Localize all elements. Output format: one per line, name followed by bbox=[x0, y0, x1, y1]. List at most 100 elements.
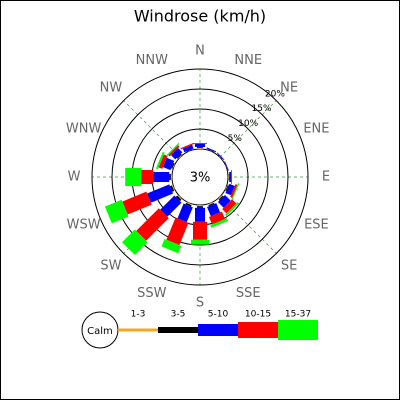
wind-bar bbox=[225, 185, 229, 192]
direction-label: SE bbox=[281, 259, 297, 274]
wind-bar bbox=[208, 202, 215, 207]
wind-bar bbox=[191, 239, 209, 245]
radial-line bbox=[219, 100, 277, 158]
direction-label: SSE bbox=[236, 286, 261, 301]
wind-bar bbox=[193, 221, 207, 240]
legend-swatch bbox=[198, 324, 238, 336]
wind-bar bbox=[229, 172, 232, 182]
ring bbox=[111, 88, 289, 266]
wind-bar bbox=[165, 142, 180, 157]
wind-bar bbox=[153, 172, 170, 182]
wind-bar bbox=[175, 195, 182, 202]
wind-bar bbox=[197, 206, 203, 208]
wind-bar bbox=[210, 218, 228, 228]
wind-bar bbox=[122, 229, 148, 255]
wind-bar bbox=[136, 208, 169, 241]
legend-swatch bbox=[278, 320, 318, 340]
direction-label: NW bbox=[100, 80, 123, 95]
ring bbox=[91, 68, 309, 286]
wind-bar bbox=[209, 202, 213, 205]
direction-label: NE bbox=[280, 80, 298, 95]
legend-swatch bbox=[118, 328, 158, 332]
chart-title: Windrose (km/h) bbox=[134, 7, 266, 26]
direction-label: N bbox=[195, 44, 205, 59]
direction-label: SW bbox=[100, 259, 121, 274]
direction-label: S bbox=[196, 296, 204, 311]
direction-label: W bbox=[68, 170, 81, 185]
wind-bar bbox=[104, 199, 129, 224]
wind-bar bbox=[177, 203, 193, 223]
wind-bar bbox=[147, 184, 174, 203]
wind-bar bbox=[198, 147, 202, 149]
legend-label: 10-15 bbox=[245, 310, 271, 320]
wind-bar bbox=[160, 195, 182, 217]
wind-bar bbox=[171, 162, 175, 169]
wind-bar bbox=[176, 153, 182, 159]
wind-bar bbox=[169, 174, 171, 180]
wind-bar bbox=[198, 205, 202, 207]
wind-bar bbox=[217, 154, 223, 160]
wind-bar bbox=[122, 191, 152, 215]
wind-bar bbox=[141, 170, 154, 184]
ring-label: 15% bbox=[252, 104, 272, 114]
wind-bar bbox=[125, 168, 142, 186]
wind-bar bbox=[178, 195, 182, 199]
wind-bar bbox=[224, 161, 229, 171]
wind-bar bbox=[193, 143, 207, 144]
wind-bar bbox=[225, 202, 240, 217]
wind-bar bbox=[172, 164, 175, 168]
wind-bar bbox=[195, 207, 205, 222]
wind-bar bbox=[195, 143, 205, 147]
wind-bar bbox=[225, 183, 235, 196]
wind-bar bbox=[185, 202, 192, 207]
legend-calm-label: Calm bbox=[87, 326, 113, 337]
direction-label: WSW bbox=[67, 218, 101, 233]
direction-label: E bbox=[322, 170, 330, 185]
wind-bar bbox=[178, 155, 182, 159]
legend-label: 5-10 bbox=[208, 310, 229, 320]
wind-bar bbox=[187, 150, 191, 152]
ring-label: 10% bbox=[238, 119, 258, 129]
wind-bar bbox=[225, 164, 227, 168]
wind-bar bbox=[206, 147, 217, 153]
direction-label: ENE bbox=[303, 121, 329, 136]
wind-bar bbox=[231, 170, 232, 184]
wind-bar bbox=[218, 195, 224, 201]
wind-bar bbox=[171, 148, 183, 160]
wind-bar bbox=[225, 186, 228, 190]
wind-bar bbox=[218, 155, 222, 159]
wind-bar bbox=[158, 154, 168, 169]
wind-bar bbox=[208, 149, 214, 152]
wind-bar bbox=[172, 186, 175, 190]
ring-label: 5% bbox=[228, 134, 243, 144]
wind-bar bbox=[218, 195, 222, 199]
direction-label: ESE bbox=[304, 218, 329, 233]
wind-bar bbox=[207, 203, 221, 217]
legend-label: 15-37 bbox=[285, 310, 311, 320]
legend-swatch bbox=[158, 327, 198, 333]
direction-label: NNE bbox=[234, 53, 262, 68]
legend-label: 3-5 bbox=[171, 310, 186, 320]
wind-bar bbox=[230, 184, 238, 198]
radial-line bbox=[123, 100, 181, 158]
wind-bar bbox=[168, 145, 180, 157]
wind-bar bbox=[170, 185, 175, 192]
wind-bar bbox=[209, 150, 213, 152]
wind-bar bbox=[180, 142, 194, 150]
legend-label: 1-3 bbox=[131, 310, 146, 320]
wind-bar bbox=[222, 199, 237, 214]
direction-label: WNW bbox=[66, 121, 102, 136]
wind-bar bbox=[166, 217, 189, 246]
wind-bar bbox=[197, 147, 203, 148]
wind-bar bbox=[187, 202, 191, 205]
wind-bar bbox=[161, 238, 182, 254]
ring-label: 20% bbox=[265, 89, 285, 99]
wind-bar bbox=[155, 151, 165, 170]
wind-bar bbox=[228, 175, 229, 179]
wind-bar bbox=[217, 194, 231, 208]
wind-bar bbox=[216, 152, 225, 161]
wind-bar bbox=[208, 211, 225, 225]
wind-bar bbox=[170, 175, 173, 179]
